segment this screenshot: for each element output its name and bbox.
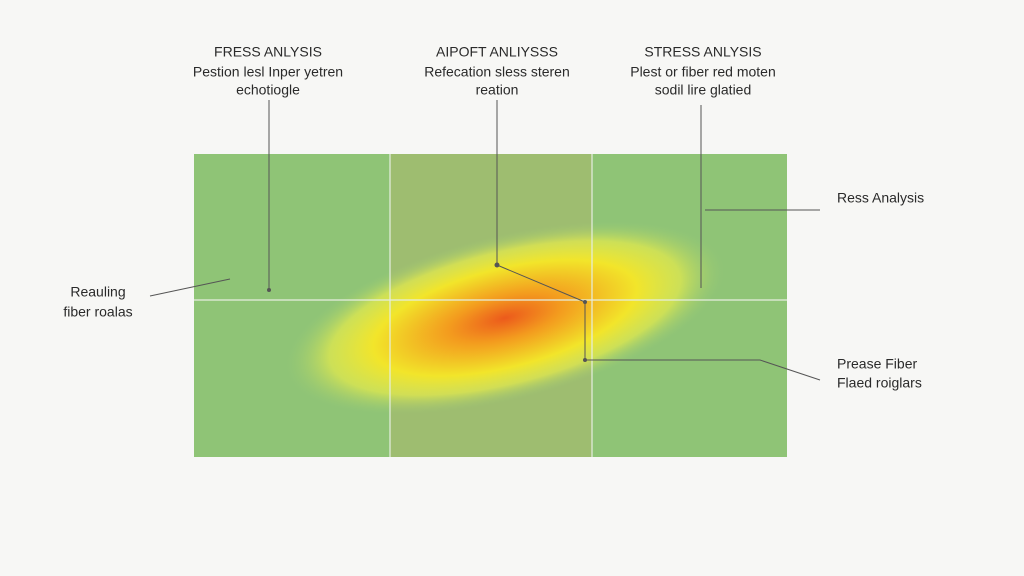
label-text: echotiogle — [236, 82, 300, 98]
side-label: Prease Fiber — [837, 356, 917, 372]
leader-lines — [149, 100, 821, 381]
label-title: STRESS ANLYSIS — [644, 44, 761, 60]
leader-line — [496, 100, 821, 381]
leader-line — [149, 278, 231, 297]
side-label: Ress Analysis — [837, 190, 924, 206]
leader-dot — [494, 262, 500, 268]
field — [194, 154, 787, 457]
side-label: Flaed roiglars — [837, 375, 922, 391]
leader-dot — [583, 300, 587, 304]
label-text: Pestion lesl Inper yetren — [193, 64, 343, 80]
label-title: FRESS ANLYSIS — [214, 44, 322, 60]
label-text: Plest or fiber red moten — [630, 64, 776, 80]
label-text: reation — [476, 82, 519, 98]
side-label: Reauling — [70, 284, 125, 300]
label-text: Refecation sless steren — [424, 64, 570, 80]
label-title: AIPOFT ANLIYSSS — [436, 44, 558, 60]
leader-dot — [583, 358, 587, 362]
leader-dot — [267, 288, 271, 292]
side-label: fiber roalas — [63, 304, 132, 320]
label-text: sodil lire glatied — [655, 82, 752, 98]
heat-zone — [285, 221, 725, 415]
